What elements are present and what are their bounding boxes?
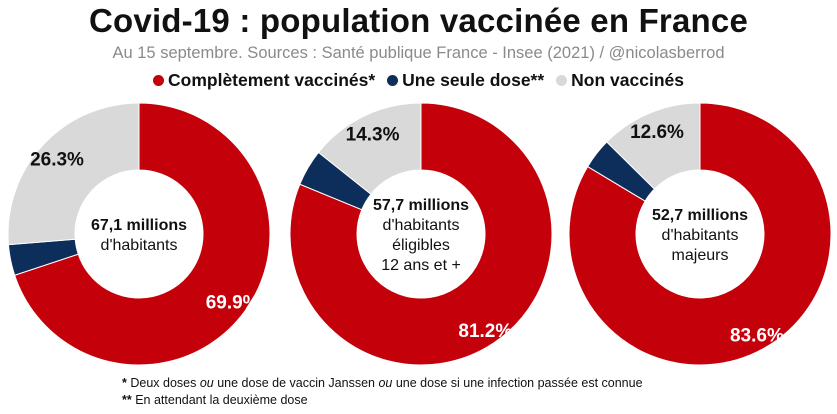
footnote-1-text-c: une dose si une infection passée est con…	[392, 376, 643, 390]
donut-1-center-line-1: 67,1 millions	[91, 217, 187, 234]
chart-title: Covid-19 : population vaccinée en France	[89, 2, 748, 39]
footnote-1-text-a: Deux doses	[126, 376, 200, 390]
legend-dot-full-icon	[153, 75, 164, 86]
footnote-1-marker: *	[122, 376, 127, 390]
footnote-1: * Deux doses ou une dose de vaccin Janss…	[122, 375, 643, 392]
footnote-1-or-1: ou	[199, 376, 214, 390]
donut-3-center-line-3: majeurs	[672, 247, 729, 264]
legend-item-none: Non vaccinés	[556, 70, 684, 91]
donut-1-slice-full	[14, 102, 271, 366]
donut-2-slice-full	[289, 102, 553, 366]
donut-1-slice-none	[7, 102, 140, 246]
donut-2-center-line-4: 12 ans et +	[381, 257, 461, 274]
footnote-2: ** En attendant la deuxième dose	[122, 392, 643, 409]
footnote-2-marker: **	[122, 393, 132, 407]
donut-2-center-line-2: d'habitants	[383, 217, 460, 234]
donut-1-label-full: 69.9%	[206, 293, 260, 314]
donut-3-slice-full	[568, 102, 832, 366]
footnote-2-text: En attendant la deuxième dose	[131, 393, 308, 407]
footnotes: * Deux doses ou une dose de vaccin Janss…	[122, 375, 643, 409]
donut-3-label-full: 83.6%	[730, 326, 784, 347]
legend-item-one-dose: Une seule dose**	[387, 70, 544, 91]
donut-2-label-full: 81.2%	[458, 321, 512, 342]
legend-dot-none-icon	[556, 75, 568, 86]
donut-2-center-line-1: 57,7 millions	[373, 197, 469, 214]
donut-charts: 69.9% 26.3% 67,1 millions d'habitants 81.2% 1…	[7, 102, 832, 366]
footnote-1-text-b: une dose de vaccin Janssen	[213, 376, 379, 390]
donut-2-label-none: 14.3%	[346, 125, 400, 146]
legend-label-none: Non vaccinés	[571, 70, 684, 90]
donut-3-label-none: 12.6%	[630, 122, 684, 143]
legend-item-full: Complètement vaccinés*	[153, 70, 375, 91]
donut-2-slice-none	[317, 102, 422, 195]
legend: Complètement vaccinés* Une seule dose** …	[0, 70, 837, 91]
donut-3-center-line-2: d'habitants	[662, 227, 739, 244]
legend-dot-one-dose-icon	[387, 75, 399, 86]
donut-3-center-line-1: 52,7 millions	[652, 207, 748, 224]
footnote-1-or-2: ou	[378, 376, 393, 390]
legend-label-full: Complètement vaccinés*	[168, 70, 376, 90]
chart-subtitle: Au 15 septembre. Sources : Santé publiqu…	[112, 44, 725, 62]
donut-2-center-line-3: éligibles	[392, 237, 450, 254]
legend-label-one-dose: Une seule dose**	[402, 70, 545, 90]
donut-1-center-line-2: d'habitants	[101, 237, 178, 254]
donut-1-label-none: 26.3%	[30, 149, 84, 170]
donut-3-slice-none	[606, 102, 701, 190]
